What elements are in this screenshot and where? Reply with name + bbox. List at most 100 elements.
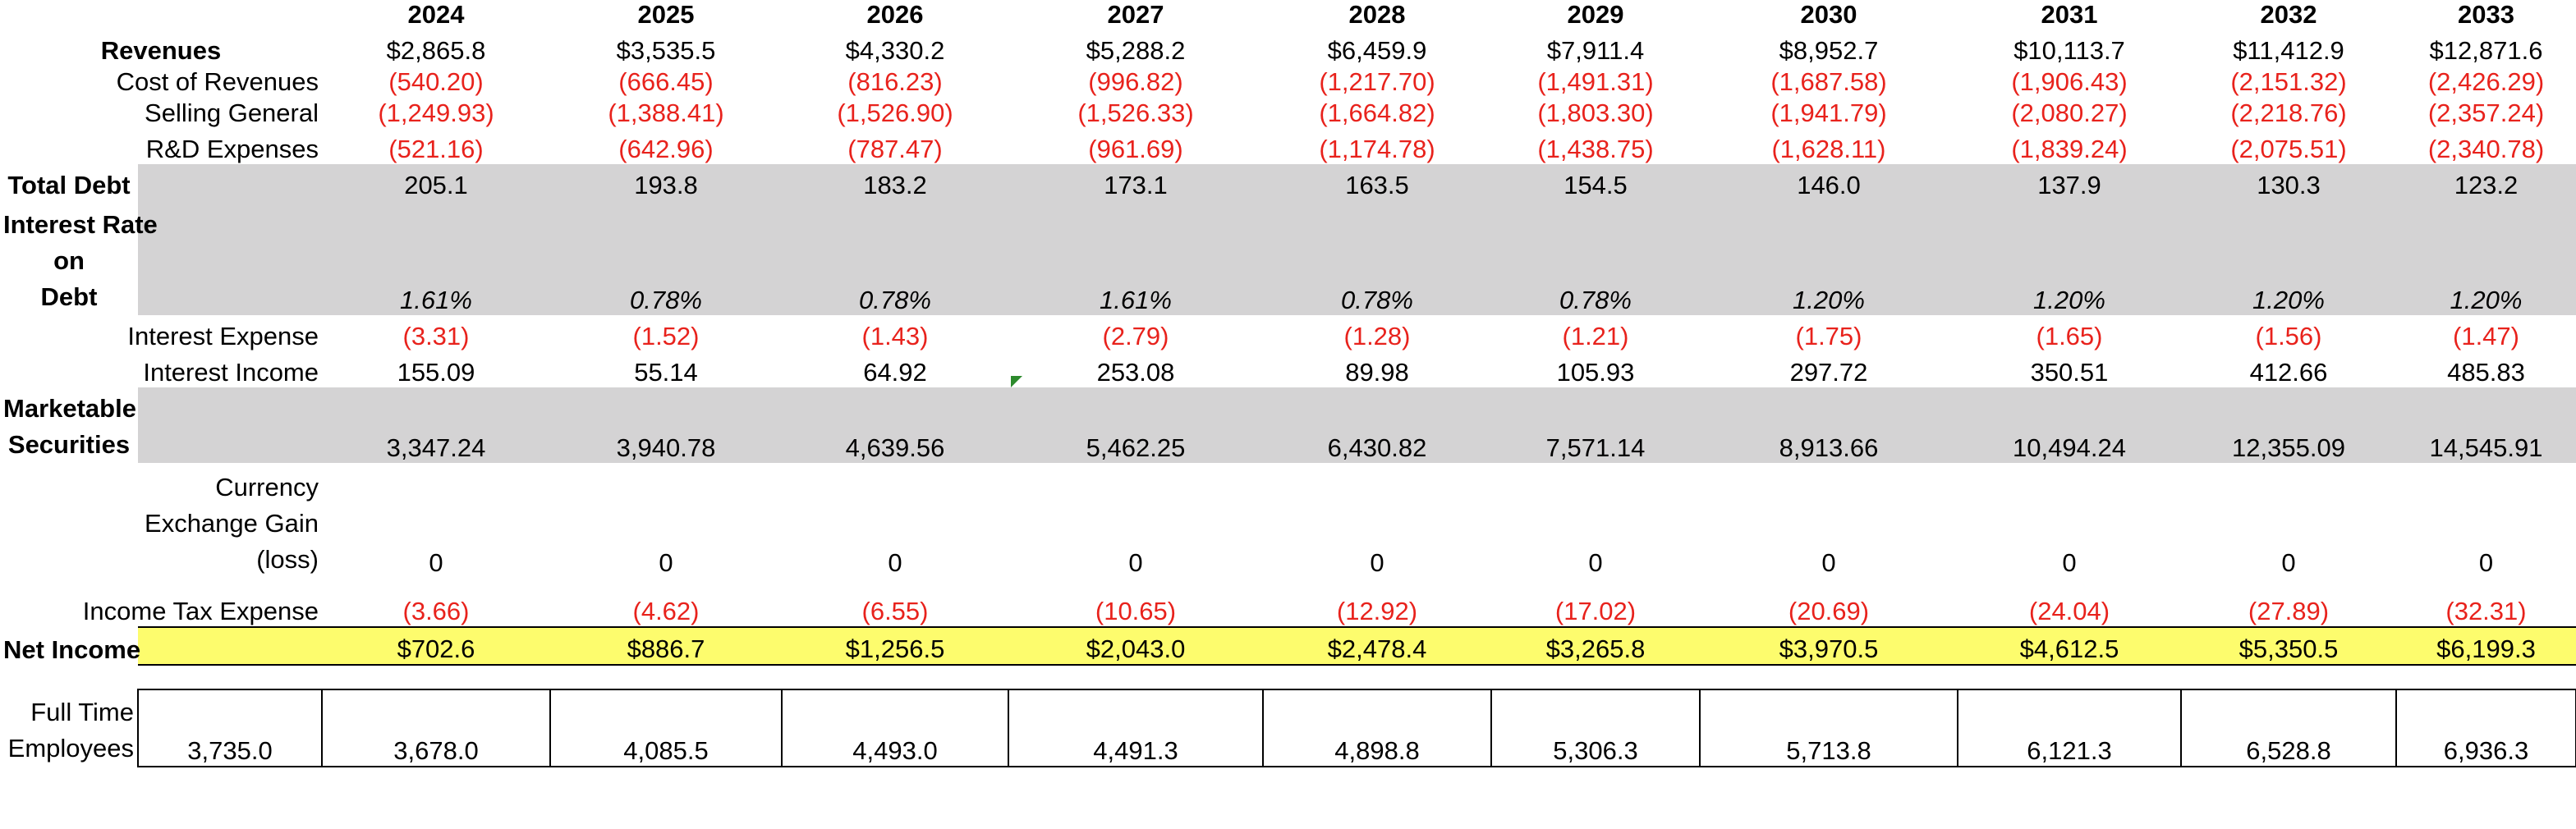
value-cell[interactable]: (10.65) (1095, 597, 1177, 625)
row-label[interactable]: Interest Expense (127, 322, 319, 350)
row-label[interactable]: Full Time Employees (0, 689, 139, 767)
year-header[interactable]: 2025 (637, 0, 695, 29)
value-cell[interactable]: 6,528.8 (2180, 689, 2397, 767)
value-cell[interactable]: 3,940.78 (550, 387, 782, 463)
value-cell[interactable]: 3,678.0 (321, 689, 551, 767)
value-cell[interactable]: $3,535.5 (616, 36, 716, 65)
value-cell[interactable]: (4.62) (632, 597, 700, 625)
value-cell[interactable]: 3,735.0 (138, 689, 323, 767)
year-header[interactable]: 2030 (1800, 0, 1857, 29)
value-cell[interactable]: 0 (429, 548, 443, 577)
value-cell[interactable]: (996.82) (1088, 67, 1183, 96)
year-header[interactable]: 2029 (1567, 0, 1624, 29)
value-cell[interactable]: 163.5 (1263, 164, 1491, 200)
value-cell[interactable]: $2,478.4 (1263, 626, 1491, 666)
value-cell[interactable]: 205.1 (322, 164, 550, 200)
value-cell[interactable]: 5,306.3 (1490, 689, 1701, 767)
year-header[interactable]: 2027 (1107, 0, 1164, 29)
value-cell[interactable]: 183.2 (782, 164, 1008, 200)
value-cell[interactable]: 123.2 (2396, 164, 2576, 200)
value-cell[interactable]: (1.56) (2255, 322, 2322, 350)
value-cell[interactable]: 412.66 (2249, 358, 2328, 387)
value-cell[interactable]: (1,839.24) (2011, 135, 2128, 163)
value-cell[interactable]: (20.69) (1788, 597, 1870, 625)
value-cell[interactable]: 0.78% (1263, 200, 1491, 315)
value-cell[interactable]: 1.20% (2181, 200, 2396, 315)
value-cell[interactable]: (1.75) (1795, 322, 1862, 350)
value-cell[interactable]: (521.16) (388, 135, 484, 163)
value-cell[interactable]: (24.04) (2028, 597, 2110, 625)
value-cell[interactable]: 0.78% (550, 200, 782, 315)
year-header[interactable]: 2033 (2458, 0, 2514, 29)
value-cell[interactable]: (1.28) (1343, 322, 1411, 350)
value-cell[interactable]: (1,249.93) (378, 98, 494, 127)
value-cell[interactable]: 4,898.8 (1262, 689, 1492, 767)
value-cell[interactable]: 14,545.91 (2396, 387, 2576, 463)
value-cell[interactable]: (1,388.41) (608, 98, 724, 127)
value-cell[interactable]: 8,913.66 (1700, 387, 1958, 463)
value-cell[interactable]: 1.20% (2396, 200, 2576, 315)
value-cell[interactable]: (1,491.31) (1537, 67, 1654, 96)
value-cell[interactable]: (540.20) (388, 67, 484, 96)
value-cell[interactable]: 4,639.56 (782, 387, 1008, 463)
value-cell[interactable]: (1,906.43) (2011, 67, 2128, 96)
value-cell[interactable]: 6,936.3 (2395, 689, 2576, 767)
cell-comment-indicator-icon[interactable] (1011, 376, 1022, 387)
value-cell[interactable]: $4,612.5 (1958, 626, 2181, 666)
value-cell[interactable]: 12,355.09 (2181, 387, 2396, 463)
value-cell[interactable]: (2,426.29) (2427, 67, 2545, 96)
value-cell[interactable]: 5,713.8 (1699, 689, 1958, 767)
value-cell[interactable]: $8,952.7 (1779, 36, 1879, 65)
row-label[interactable]: Net Income (3, 635, 141, 664)
value-cell[interactable]: 105.93 (1556, 358, 1635, 387)
value-cell[interactable]: (2,218.76) (2230, 98, 2347, 127)
value-cell[interactable]: 0.78% (782, 200, 1008, 315)
value-cell[interactable]: $6,199.3 (2396, 626, 2576, 666)
value-cell[interactable]: 193.8 (550, 164, 782, 200)
row-label[interactable]: Income Tax Expense (82, 597, 319, 625)
row-label[interactable]: Selling General (145, 98, 319, 127)
value-cell[interactable]: (2,340.78) (2427, 135, 2545, 163)
value-cell[interactable]: 4,085.5 (549, 689, 783, 767)
year-header[interactable]: 2024 (407, 0, 465, 29)
value-cell[interactable]: 10,494.24 (1958, 387, 2181, 463)
value-cell[interactable]: 1.20% (1958, 200, 2181, 315)
value-cell[interactable]: $4,330.2 (845, 36, 945, 65)
value-cell[interactable]: $11,412.9 (2233, 36, 2344, 65)
value-cell[interactable]: 0 (1588, 548, 1603, 577)
value-cell[interactable]: $10,113.7 (2014, 36, 2125, 65)
value-cell[interactable]: $2,043.0 (1008, 626, 1263, 666)
row-label[interactable]: Currency Exchange Gain (loss) (0, 463, 322, 578)
value-cell[interactable]: 146.0 (1700, 164, 1958, 200)
value-cell[interactable]: (787.47) (847, 135, 943, 163)
value-cell[interactable]: (642.96) (618, 135, 714, 163)
value-cell[interactable]: 1.20% (1700, 200, 1958, 315)
value-cell[interactable]: (12.92) (1336, 597, 1418, 625)
value-cell[interactable]: (961.69) (1088, 135, 1183, 163)
value-cell[interactable]: $12,871.6 (2429, 36, 2543, 65)
value-cell[interactable]: (2,357.24) (2427, 98, 2545, 127)
value-cell[interactable]: 6,121.3 (1957, 689, 2182, 767)
value-cell[interactable]: 0 (888, 548, 902, 577)
value-cell[interactable]: (2,151.32) (2230, 67, 2347, 96)
value-cell[interactable]: (1,628.11) (1771, 135, 1886, 163)
value-cell[interactable]: (1,526.33) (1077, 98, 1194, 127)
value-cell[interactable]: (2,075.51) (2230, 135, 2347, 163)
value-cell[interactable]: (666.45) (618, 67, 714, 96)
value-cell[interactable]: (1,217.70) (1319, 67, 1435, 96)
value-cell[interactable]: (1,174.78) (1319, 135, 1435, 163)
value-cell[interactable]: (1,438.75) (1537, 135, 1654, 163)
row-label[interactable]: Revenues (100, 36, 222, 65)
value-cell[interactable]: 173.1 (1008, 164, 1263, 200)
row-label[interactable]: Cost of Revenues (116, 67, 319, 96)
value-cell[interactable]: 0 (2281, 548, 2296, 577)
value-cell[interactable]: 3,347.24 (322, 387, 550, 463)
value-cell[interactable]: 350.51 (2030, 358, 2109, 387)
value-cell[interactable]: (1,687.58) (1770, 67, 1887, 96)
value-cell[interactable]: 0 (1821, 548, 1836, 577)
value-cell[interactable]: 0 (2062, 548, 2077, 577)
value-cell[interactable]: (1.65) (2036, 322, 2103, 350)
value-cell[interactable]: $1,256.5 (782, 626, 1008, 666)
value-cell[interactable]: 297.72 (1789, 358, 1868, 387)
value-cell[interactable]: (32.31) (2445, 597, 2527, 625)
